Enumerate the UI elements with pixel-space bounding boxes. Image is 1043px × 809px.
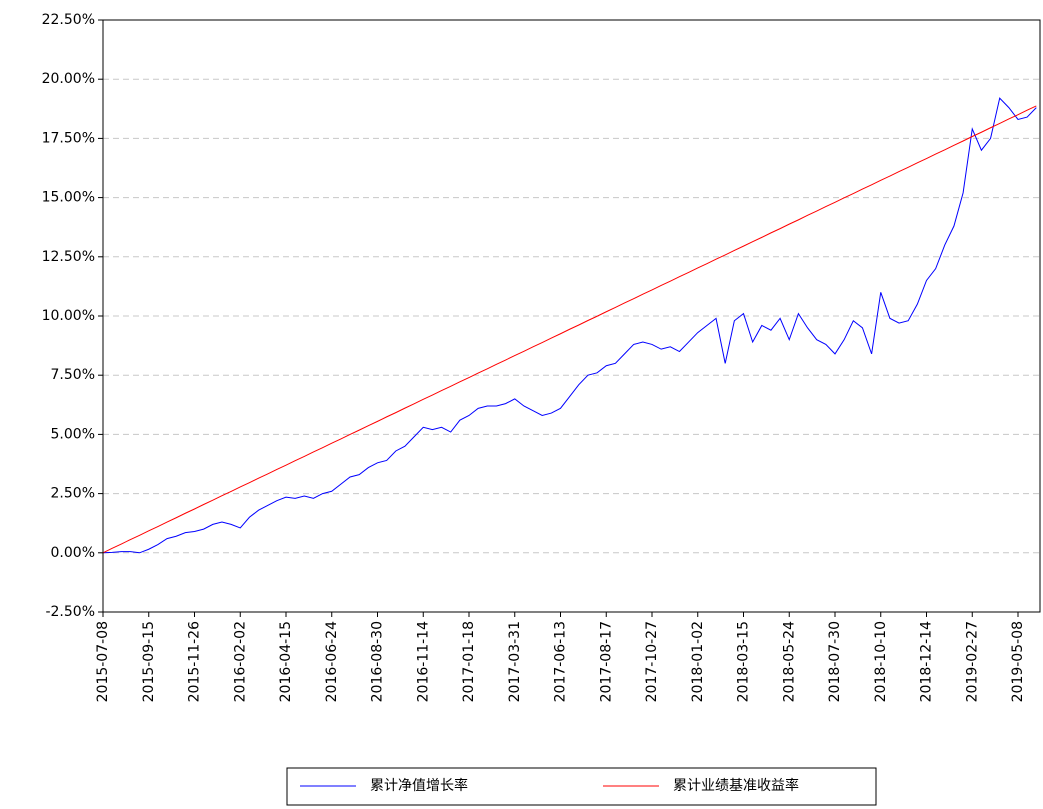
x-tick-label: 2018-01-02 [690, 621, 706, 702]
x-tick-label: 2018-05-24 [781, 621, 797, 702]
x-tick-label: 2019-05-08 [1010, 621, 1026, 702]
x-tick-label: 2018-10-10 [873, 621, 889, 702]
y-tick-label: 7.50% [51, 367, 95, 383]
legend-box [286, 767, 877, 806]
x-tick-label: 2018-12-14 [919, 621, 935, 702]
y-tick-label: 10.00% [42, 308, 95, 324]
x-tick-label: 2015-09-15 [141, 621, 157, 702]
legend-label: 累计净值增长率 [370, 777, 468, 794]
x-tick-label: 2017-06-13 [553, 621, 569, 702]
x-tick-label: 2017-08-17 [598, 621, 614, 702]
y-tick-label: 22.50% [42, 12, 95, 28]
y-tick-label: 17.50% [42, 130, 95, 146]
x-tick-label: 2017-03-31 [507, 621, 523, 702]
y-tick-label: -2.50% [45, 604, 95, 620]
legend-label: 累计业绩基准收益率 [673, 777, 799, 794]
x-tick-label: 2015-11-26 [187, 621, 203, 702]
x-tick-label: 2019-02-27 [964, 621, 980, 702]
y-tick-label: 2.50% [51, 486, 95, 502]
legend: 累计净值增长率 累计业绩基准收益率 [286, 767, 877, 806]
y-tick-label: 12.50% [42, 249, 95, 265]
x-tick-label: 2018-07-30 [827, 621, 843, 702]
series-line [102, 105, 1037, 554]
x-tick-label: 2017-10-27 [644, 621, 660, 702]
x-tick-label: 2017-01-18 [461, 621, 477, 702]
y-tick-label: 15.00% [42, 190, 95, 206]
x-tick-label: 2016-11-14 [415, 621, 431, 702]
x-tick-label: 2018-03-15 [736, 621, 752, 702]
y-tick-label: 20.00% [42, 71, 95, 87]
x-tick-label: 2016-02-02 [232, 621, 248, 702]
plot-frame [102, 19, 1041, 613]
y-tick-label: 5.00% [51, 426, 95, 442]
x-tick-label: 2016-08-30 [370, 621, 386, 702]
x-tick-label: 2016-04-15 [278, 621, 294, 702]
series-line [102, 97, 1037, 554]
x-tick-label: 2016-06-24 [324, 621, 340, 702]
y-tick-label: 0.00% [51, 545, 95, 561]
x-tick-label: 2015-07-08 [95, 621, 111, 702]
